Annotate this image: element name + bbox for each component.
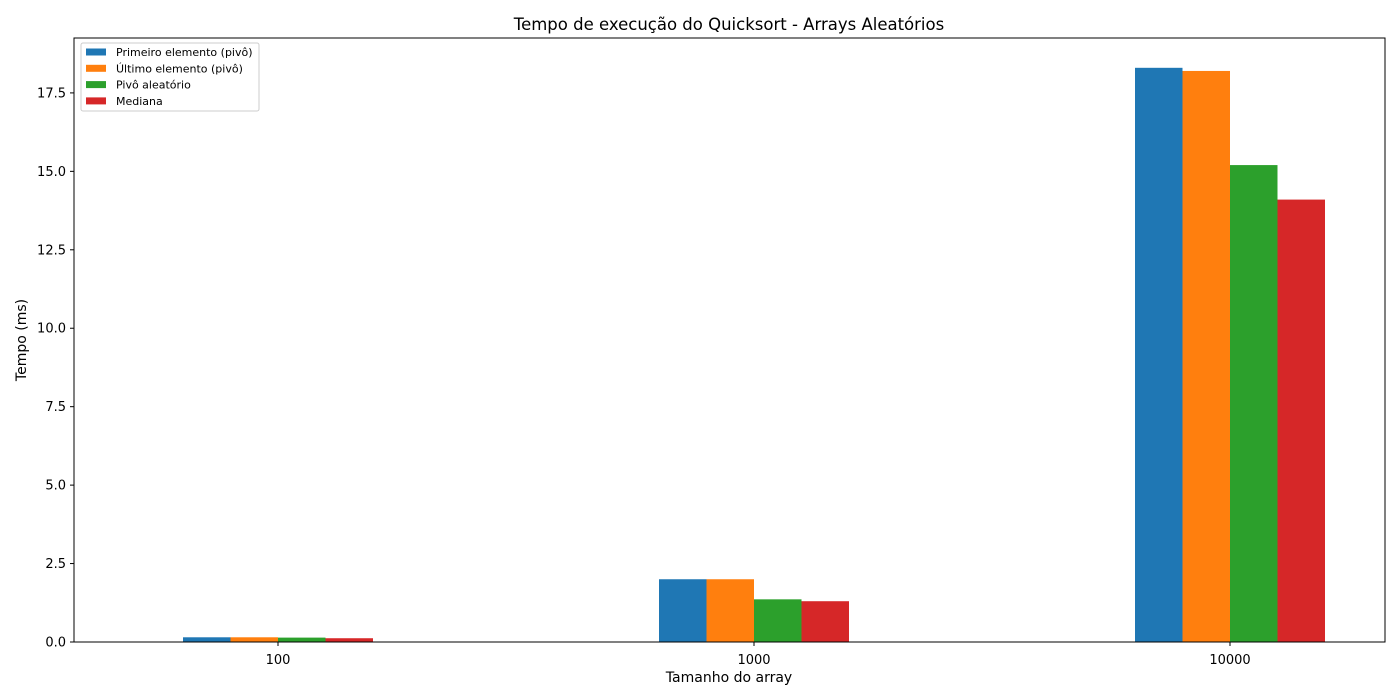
x-tick-label: 100 [266, 653, 291, 668]
legend-box [80, 42, 260, 112]
plot-frame [73, 37, 1386, 643]
bar-3-10000 [1230, 165, 1278, 642]
bar-2-10000 [1182, 70, 1230, 642]
legend: Primeiro elemento (pivô) Último elemento … [80, 42, 260, 112]
x-axis: 100 1000 10000 [266, 642, 1251, 668]
legend-label-3: Pivô aleatório [116, 79, 191, 92]
bars [183, 67, 1325, 642]
legend-label-4: Mediana [116, 95, 163, 108]
legend-label-1: Primeiro elemento (pivô) [116, 46, 253, 59]
legend-label-2: Último elemento (pivô) [116, 62, 243, 75]
bar-2-1000 [706, 579, 754, 642]
legend-swatch-1 [86, 48, 106, 56]
legend-swatch-2 [86, 64, 106, 72]
bar-4-100 [325, 638, 373, 642]
bar-1-100 [183, 637, 231, 642]
legend-swatch-3 [86, 81, 106, 89]
y-tick-label: 12.5 [37, 243, 66, 258]
bar-3-100 [278, 637, 326, 642]
bar-4-1000 [801, 601, 849, 642]
bar-4-10000 [1277, 199, 1325, 642]
x-tick-label: 10000 [1209, 653, 1250, 668]
y-tick-label: 0.0 [45, 636, 66, 651]
y-axis-label: Tempo (ms) [14, 299, 30, 382]
y-tick-label: 10.0 [37, 322, 66, 337]
y-tick-label: 15.0 [37, 165, 66, 180]
chart-title: Tempo de execução do Quicksort - Arrays … [513, 15, 944, 34]
bar-3-1000 [754, 599, 802, 642]
bar-1-10000 [1135, 67, 1183, 642]
bar-2-100 [230, 637, 278, 642]
legend-swatch-4 [86, 97, 106, 105]
y-tick-label: 17.5 [37, 86, 66, 101]
y-axis: 0.0 2.5 5.0 7.5 10.0 12.5 15.0 17.5 [37, 86, 74, 651]
bar-1-1000 [659, 579, 707, 642]
x-tick-label: 1000 [737, 653, 770, 668]
y-tick-label: 7.5 [45, 400, 66, 415]
y-tick-label: 2.5 [45, 557, 66, 572]
x-axis-label: Tamanho do array [665, 670, 792, 686]
y-tick-label: 5.0 [45, 479, 66, 494]
